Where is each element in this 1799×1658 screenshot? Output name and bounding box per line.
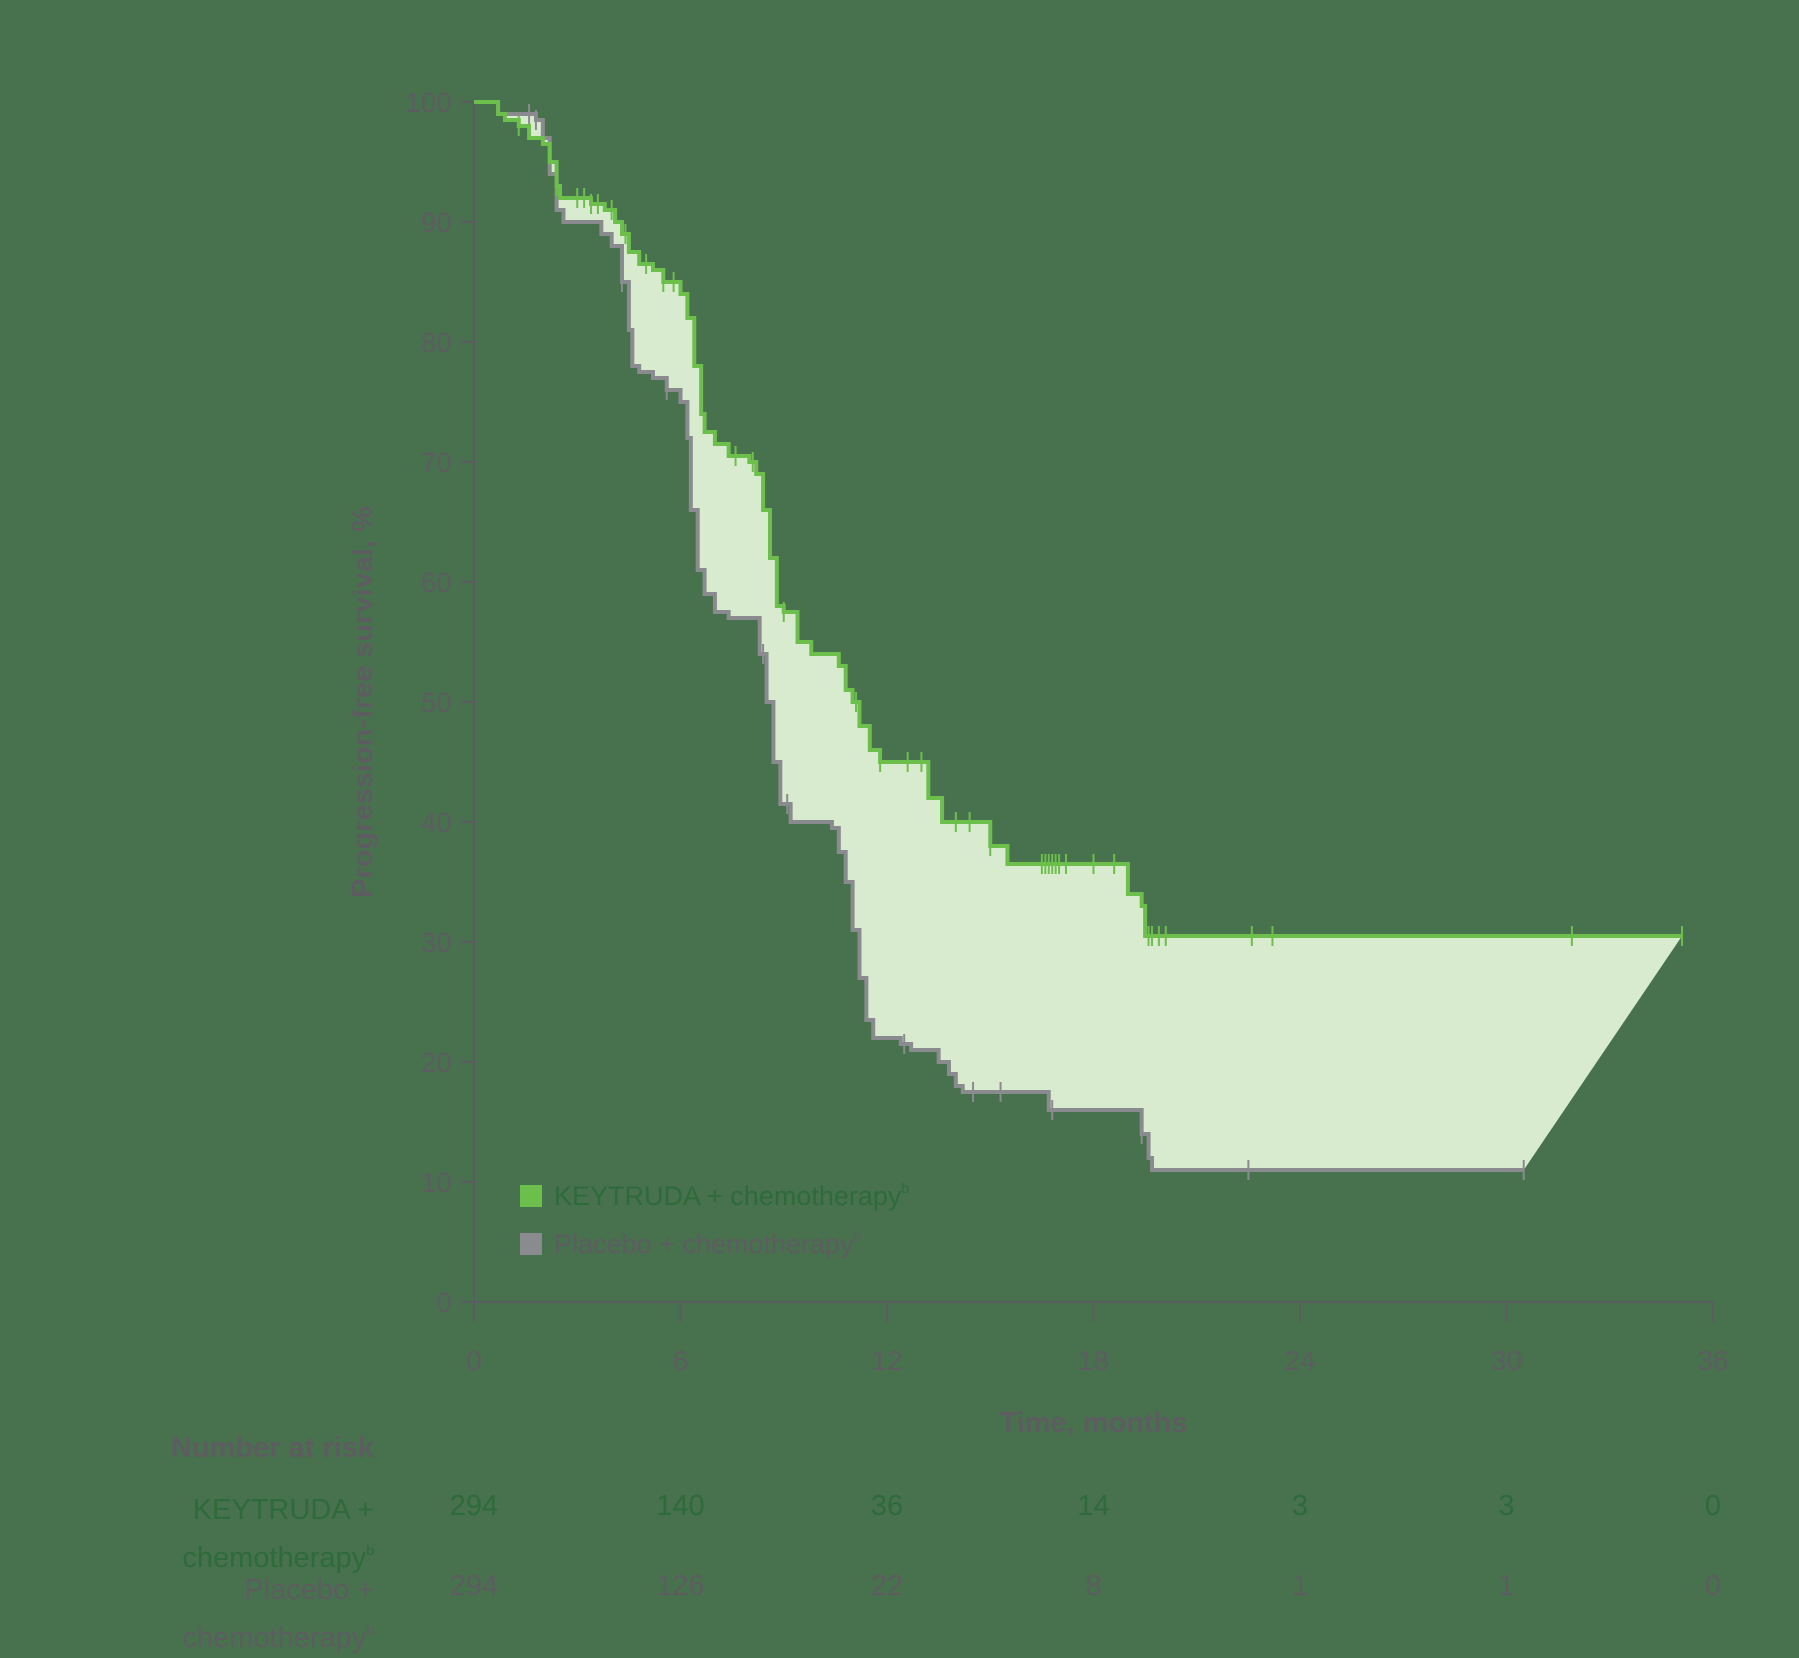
risk-value: 22 [870, 1570, 904, 1602]
chart-legend: KEYTRUDA + chemotherapyb Placebo + chemo… [520, 1172, 909, 1268]
y-tick-label: 60 [421, 567, 452, 598]
y-tick-label: 50 [421, 687, 452, 718]
legend-label-placebo: Placebo + chemotherapy [554, 1229, 854, 1259]
risk-value: 3 [1498, 1490, 1515, 1522]
risk-value: 14 [1077, 1490, 1110, 1522]
y-tick-label: 30 [421, 927, 452, 958]
risk-value: 3 [1291, 1490, 1309, 1522]
x-tick-label: 0 [466, 1345, 482, 1376]
y-tick-label: 100 [405, 87, 452, 118]
risk-value: 8 [1085, 1570, 1102, 1602]
y-tick-label: 80 [421, 327, 452, 358]
y-tick-label: 20 [421, 1047, 452, 1078]
risk-value: 1 [1291, 1570, 1309, 1602]
legend-item-keytruda: KEYTRUDA + chemotherapyb [520, 1172, 909, 1220]
legend-swatch-keytruda [520, 1185, 542, 1207]
x-tick-label: 18 [1078, 1345, 1109, 1376]
risk-value: 0 [1704, 1570, 1722, 1602]
risk-value: 140 [656, 1490, 705, 1522]
risk-row-label-keytruda: KEYTRUDA + chemotherapyb [182, 1494, 374, 1574]
risk-value: 0 [1704, 1490, 1722, 1522]
y-axis-title: Progression-free survival, % [347, 506, 379, 898]
x-axis-title: Time, months [1000, 1407, 1188, 1439]
risk-value: 294 [449, 1570, 499, 1602]
placebo-curve [474, 100, 1524, 1172]
x-tick-label: 30 [1491, 1345, 1522, 1376]
risk-value: 1 [1498, 1570, 1515, 1602]
x-tick-label: 6 [673, 1345, 689, 1376]
risk-row-label-placebo: Placebo + chemotherapyb [182, 1574, 374, 1654]
risk-value: 294 [449, 1490, 499, 1522]
y-tick-label: 10 [421, 1167, 452, 1198]
x-tick-label: 24 [1284, 1345, 1315, 1376]
legend-swatch-placebo [520, 1233, 542, 1255]
x-tick-label: 36 [1697, 1345, 1728, 1376]
risk-value: 36 [870, 1490, 904, 1522]
risk-table-title: Number at risk [170, 1432, 374, 1464]
y-tick-label: 90 [421, 207, 452, 238]
y-tick-label: 40 [421, 807, 452, 838]
y-tick-label: 0 [436, 1287, 452, 1318]
legend-item-placebo: Placebo + chemotherapyb [520, 1220, 909, 1268]
y-tick-label: 70 [421, 447, 452, 478]
difference-shaded-region [474, 102, 1683, 1170]
legend-label-keytruda: KEYTRUDA + chemotherapy [554, 1181, 902, 1211]
x-tick-label: 12 [871, 1345, 902, 1376]
risk-value: 126 [656, 1570, 705, 1602]
keytruda-curve [474, 100, 1683, 938]
